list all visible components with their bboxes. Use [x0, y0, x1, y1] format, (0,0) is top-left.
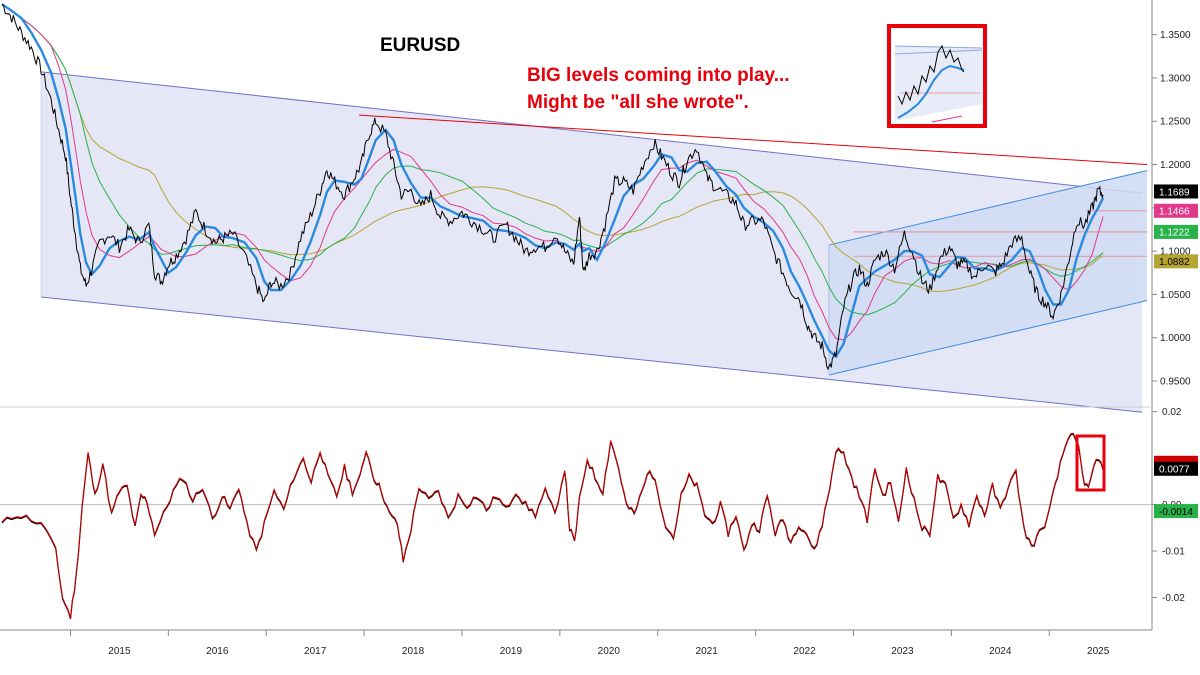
rising-channel-bottom-line: [828, 300, 1148, 376]
year-label-0: 2015: [108, 646, 131, 657]
year-label-3: 2018: [402, 646, 425, 657]
year-label-4: 2019: [500, 646, 523, 657]
osc-tag-bg-0: [1154, 461, 1198, 476]
big-channel-bottom-line: [41, 296, 1143, 413]
price-tick-label-0: 1.3500: [1160, 30, 1191, 41]
moving-average-0: [1, 3, 1105, 359]
inset-thumbnail: [887, 24, 987, 128]
osc-tag-0: 0.0077: [1159, 465, 1190, 476]
osc-tag-1: -0.0014: [1159, 507, 1193, 518]
price-line: [1, 4, 1104, 371]
price-tick-label-6: 1.0500: [1160, 290, 1191, 301]
osc-tick-label-0: 0.02: [1162, 407, 1182, 418]
price-tag-bg-2: [1154, 224, 1198, 239]
year-label-5: 2020: [598, 646, 621, 657]
year-label-1: 2016: [206, 646, 229, 657]
price-tag-0: 1.1689: [1159, 187, 1190, 198]
price-tick-label-2: 1.2500: [1160, 117, 1191, 128]
year-label-8: 2023: [891, 646, 914, 657]
price-tick-label-1: 1.3000: [1160, 73, 1191, 84]
price-tick-label-7: 1.0000: [1160, 333, 1191, 344]
price-tag-1: 1.1466: [1159, 207, 1190, 218]
year-label-7: 2022: [793, 646, 816, 657]
price-tag-bg-3: [1154, 254, 1198, 269]
rising-channel-top-line: [828, 170, 1148, 246]
price-tag-bg-0: [1154, 184, 1198, 199]
year-label-9: 2024: [989, 646, 1012, 657]
rising-channel-fill: [829, 170, 1148, 375]
annotation-line-2: Might be "all she wrote".: [527, 92, 749, 113]
price-tick-label-8: 0.9500: [1160, 377, 1191, 388]
year-label-2: 2017: [304, 646, 327, 657]
oscillator-line: [1, 432, 1104, 619]
moving-average-layer: [1, 3, 1105, 359]
price-tags: 1.1689 1.1466 1.1222 1.0882 0.0077 -0.0014: [1154, 184, 1198, 519]
price-tick-label-5: 1.1000: [1160, 247, 1191, 258]
price-tag-2: 1.1222: [1159, 228, 1190, 239]
osc-tick-label-3: -0.02: [1162, 593, 1185, 604]
price-tick-label-3: 1.2000: [1160, 160, 1191, 171]
oscillator-highlight-box: [1075, 434, 1106, 492]
price-tag-3: 1.0882: [1159, 257, 1190, 268]
chart-title: EURUSD: [380, 35, 460, 56]
year-label-10: 2025: [1087, 646, 1110, 657]
big-channel-top-line: [41, 71, 1143, 194]
osc-tag-red-marker: [1154, 455, 1198, 464]
osc-tick-label-2: -0.01: [1162, 547, 1185, 558]
osc-tag-bg-1: [1154, 504, 1198, 519]
year-label-6: 2021: [696, 646, 719, 657]
annotation-line-1: BIG levels coming into play...: [527, 65, 790, 86]
price-layer: [1, 4, 1104, 371]
oscillator-layer: [0, 432, 1152, 620]
time-axis: 2015 2016 2017 2018 2019 2020 2021 2022 2023 2024…: [69, 630, 1110, 657]
price-tag-bg-1: [1154, 203, 1198, 218]
resistance-line: [359, 114, 1148, 166]
